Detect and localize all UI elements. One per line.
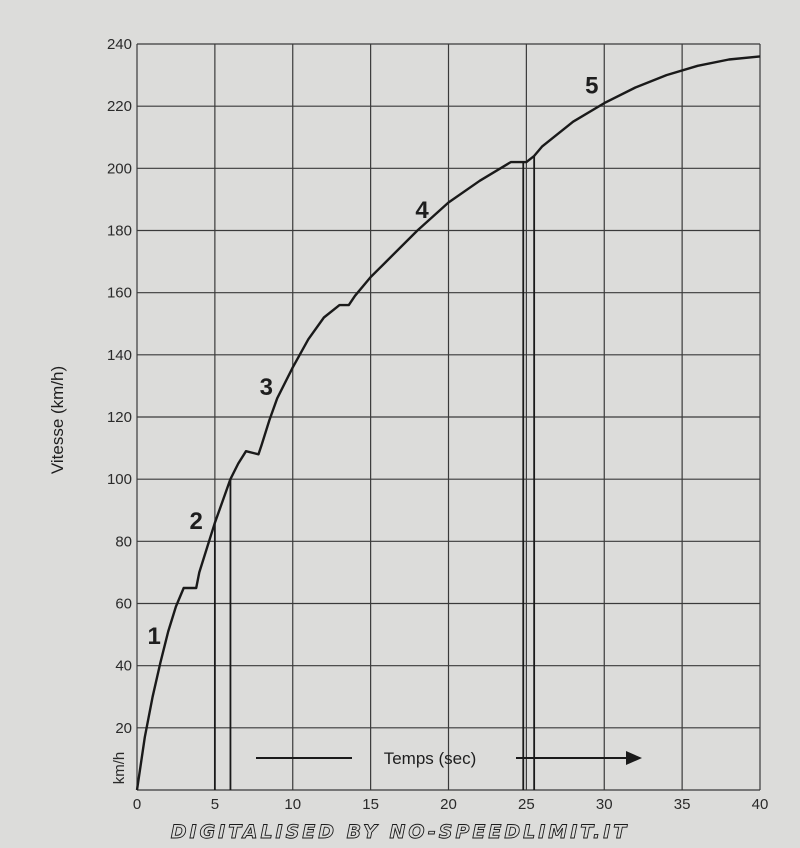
y-tick-label: 120 [107, 409, 132, 426]
y-axis-unit: km/h [111, 752, 128, 785]
gear-label: 2 [190, 508, 203, 535]
y-tick-label: 80 [115, 533, 132, 550]
x-tick-label: 40 [752, 796, 769, 813]
y-tick-label: 60 [115, 596, 132, 613]
time-arrow-label: Temps (sec) [384, 749, 477, 768]
x-tick-label: 10 [284, 796, 301, 813]
axis-ticks: 0 5 10 15 20 25 30 35 40204060801001201401601802… [107, 36, 768, 813]
y-tick-label: 100 [107, 471, 132, 488]
arrow-head-icon [626, 751, 642, 765]
y-axis-title: Vitesse (km/h) [48, 366, 67, 474]
y-tick-label: 240 [107, 36, 132, 53]
gear-label: 1 [147, 623, 160, 650]
gear-labels: 1 2 3 4 5 [147, 73, 598, 650]
x-tick-label: 15 [362, 796, 379, 813]
gear-label: 5 [585, 73, 598, 100]
y-tick-label: 40 [115, 658, 132, 675]
x-tick-label: 5 [211, 796, 219, 813]
y-tick-label: 200 [107, 160, 132, 177]
x-tick-label: 25 [518, 796, 535, 813]
gear-shift-lines [213, 155, 536, 790]
y-tick-label: 140 [107, 347, 132, 364]
speed-curve [135, 55, 761, 791]
x-tick-label: 20 [440, 796, 457, 813]
y-tick-label: 160 [107, 285, 132, 302]
y-tick-label: 180 [107, 223, 132, 240]
watermark: DIGITALISED BY NO-SPEEDLIMIT.IT [171, 821, 630, 843]
x-tick-label: 30 [596, 796, 613, 813]
gear-label: 4 [415, 197, 429, 224]
x-tick-label: 0 [133, 796, 141, 813]
y-tick-label: 220 [107, 98, 132, 115]
y-tick-label: 20 [115, 720, 132, 737]
x-tick-label: 35 [674, 796, 691, 813]
time-arrow: Temps (sec) [256, 749, 642, 768]
chart-grid [136, 43, 761, 791]
gear-label: 3 [260, 374, 273, 401]
